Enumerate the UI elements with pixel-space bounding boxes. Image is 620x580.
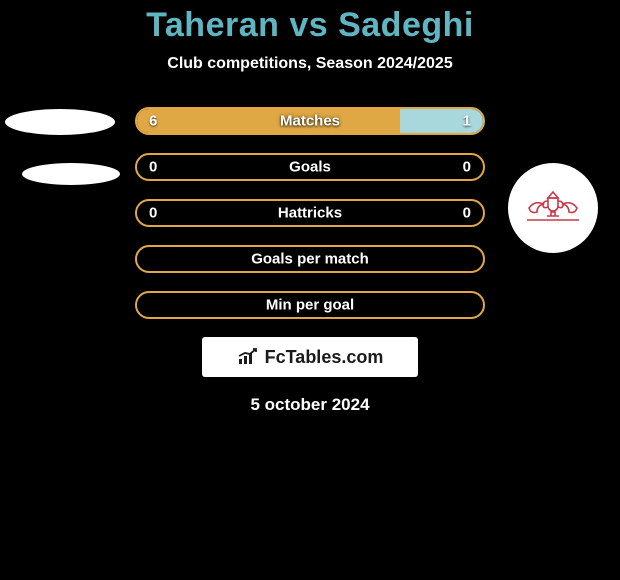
stats-area: Matches61Goals00Hattricks00Goals per mat… xyxy=(0,107,620,319)
trophy-bulls-icon xyxy=(523,188,583,228)
bar-left-value: 0 xyxy=(149,159,157,176)
page-title: Taheran vs Sadeghi xyxy=(0,0,620,45)
bar-right-value: 0 xyxy=(463,205,471,222)
brand-text: FcTables.com xyxy=(265,347,384,368)
left-team-ellipse-2 xyxy=(22,163,120,185)
brand-badge[interactable]: FcTables.com xyxy=(202,337,418,377)
bar-left-value: 6 xyxy=(149,113,157,130)
bar-right-value: 0 xyxy=(463,159,471,176)
stat-bar: Hattricks0 0 xyxy=(135,199,485,227)
bar-label: Hattricks xyxy=(137,205,483,222)
bar-label: Matches xyxy=(137,113,483,130)
bar-label: Goals xyxy=(137,159,483,176)
bar-label: Min per goal xyxy=(137,297,483,314)
comparison-bars: Matches61Goals00Hattricks00Goals per mat… xyxy=(135,107,485,319)
date-label: 5 october 2024 xyxy=(0,395,620,415)
page-subtitle: Club competitions, Season 2024/2025 xyxy=(0,55,620,73)
bar-left-value: 0 xyxy=(149,205,157,222)
stat-bar: Goals0 0 xyxy=(135,153,485,181)
stat-bar: Min per goal xyxy=(135,291,485,319)
left-team-ellipse-1 xyxy=(5,109,115,135)
right-team-badge xyxy=(508,163,598,253)
brand-chart-icon xyxy=(237,348,259,366)
bar-right-value: 1 xyxy=(463,113,471,130)
stat-bar: Goals per match xyxy=(135,245,485,273)
stat-bar: Matches6 1 xyxy=(135,107,485,135)
bar-label: Goals per match xyxy=(137,251,483,268)
